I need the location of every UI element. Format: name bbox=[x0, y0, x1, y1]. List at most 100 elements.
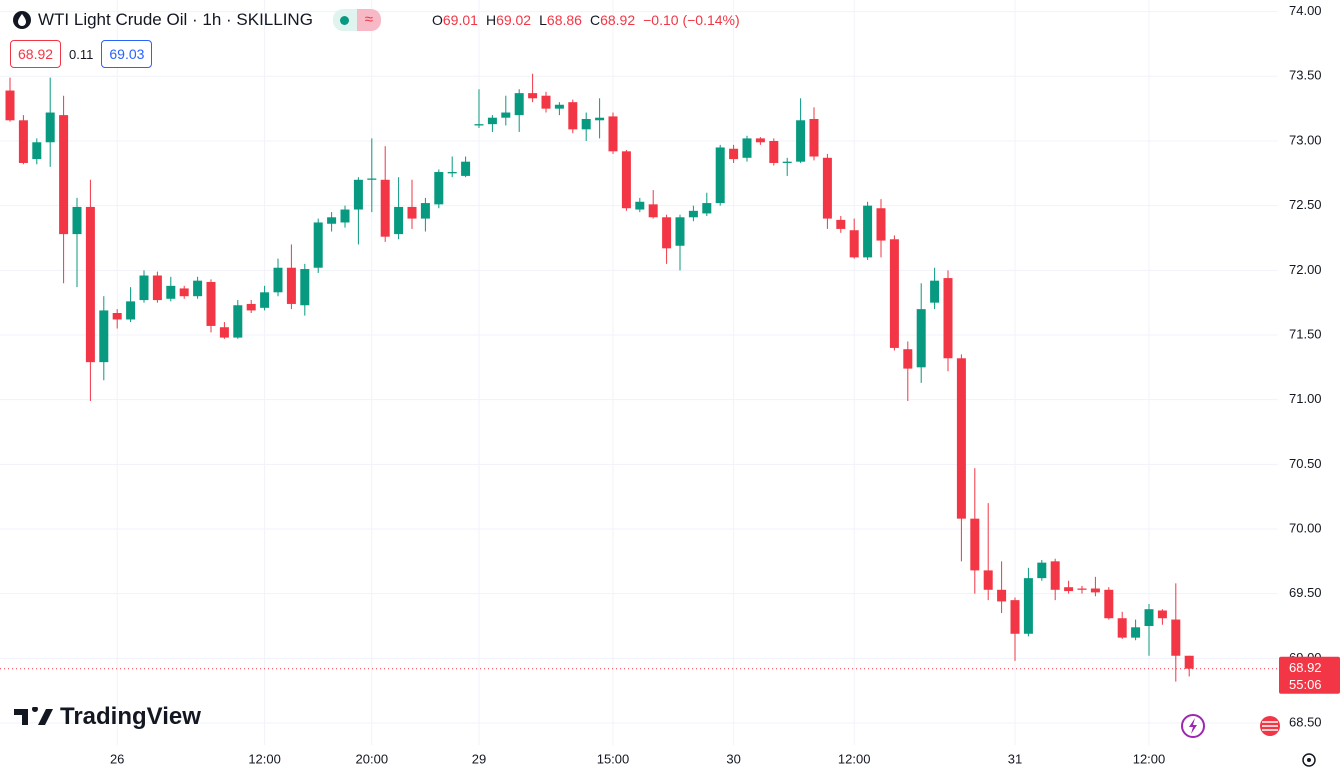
y-tick-label: 72.00 bbox=[1289, 262, 1322, 277]
candle-body bbox=[1184, 655, 1194, 669]
candle-body bbox=[809, 118, 819, 157]
y-tick-label: 71.50 bbox=[1289, 326, 1322, 341]
candle-body bbox=[796, 120, 806, 162]
candle-body bbox=[179, 288, 189, 297]
bid[interactable]: 68.92 bbox=[10, 40, 62, 68]
candle-body bbox=[595, 117, 605, 121]
candle-body bbox=[72, 206, 82, 235]
x-tick-label: 12:00 bbox=[1133, 751, 1166, 766]
ohlc-key: H bbox=[485, 12, 497, 28]
candle-body bbox=[85, 206, 95, 363]
candle-body bbox=[782, 161, 792, 163]
y-tick-label: 72.50 bbox=[1289, 197, 1322, 212]
candle-body bbox=[662, 217, 672, 249]
candle-body bbox=[554, 104, 564, 109]
x-tick-label: 26 bbox=[110, 751, 124, 766]
ohlc-value: 68.86 bbox=[546, 12, 582, 28]
candle-body bbox=[608, 116, 618, 152]
ohlc-value: 69.02 bbox=[496, 12, 532, 28]
x-tick-label: 31 bbox=[1008, 751, 1022, 766]
candle-body bbox=[1077, 588, 1087, 590]
candle-body bbox=[139, 275, 149, 301]
candle-body bbox=[729, 148, 739, 160]
candle-body bbox=[5, 90, 15, 121]
chart-title: WTI Light Crude Oil · 1h · SKILLING bbox=[38, 10, 313, 29]
y-tick-label: 70.50 bbox=[1289, 456, 1322, 471]
ohlc-item: O69.01 bbox=[432, 12, 478, 28]
candle-body bbox=[514, 93, 524, 116]
candle-body bbox=[1023, 578, 1033, 634]
ohlc-key: O bbox=[432, 12, 443, 28]
ohlc-legend: O69.01 H69.02 L68.86 C68.92 −0.10 (−0.14%) bbox=[432, 12, 740, 28]
ohlc-key: L bbox=[539, 12, 547, 28]
candle-body bbox=[18, 120, 28, 163]
candle-body bbox=[702, 203, 712, 214]
candle-body bbox=[970, 518, 980, 571]
candle-body bbox=[313, 222, 323, 268]
symbol-icon bbox=[13, 11, 31, 29]
candle-body bbox=[876, 208, 886, 241]
candle-body bbox=[1090, 588, 1100, 593]
ask[interactable]: 69.03 bbox=[101, 40, 153, 68]
candle-body bbox=[367, 178, 377, 180]
candle-body bbox=[528, 93, 538, 99]
candle-body bbox=[836, 219, 846, 229]
candle-body bbox=[447, 172, 457, 174]
candle-body bbox=[487, 117, 497, 125]
candle-body bbox=[300, 269, 310, 306]
candle-body bbox=[581, 118, 591, 130]
candle-body bbox=[112, 313, 122, 320]
candle-body bbox=[166, 285, 176, 299]
countdown: 55:06 bbox=[1289, 677, 1322, 692]
chart-header: WTI Light Crude Oil · 1h · SKILLING ≈ bbox=[12, 9, 381, 31]
ohlc-item: C68.92 bbox=[590, 12, 635, 28]
candle-body bbox=[32, 142, 42, 160]
y-tick-label: 74.00 bbox=[1289, 3, 1322, 18]
candle-body bbox=[755, 138, 765, 143]
candle-body bbox=[59, 115, 69, 235]
candle-body bbox=[903, 349, 913, 369]
candle-body bbox=[849, 230, 859, 258]
candle-body bbox=[1037, 562, 1047, 579]
x-tick-label: 30 bbox=[726, 751, 740, 766]
candle-body bbox=[956, 358, 966, 519]
status-pill: ≈ bbox=[332, 9, 381, 31]
logo: TradingView bbox=[14, 703, 201, 731]
candle-body bbox=[997, 589, 1007, 602]
candle-body bbox=[474, 124, 484, 126]
candle-body bbox=[621, 151, 631, 209]
candle-body bbox=[407, 206, 417, 219]
candle-body bbox=[340, 209, 350, 223]
candle-body bbox=[219, 327, 229, 338]
ohlc-item: L68.86 bbox=[539, 12, 582, 28]
candle-body bbox=[1144, 609, 1154, 627]
candle-body bbox=[943, 278, 953, 359]
candle-body bbox=[126, 301, 136, 320]
candle-body bbox=[260, 292, 270, 308]
ohlc-item: H69.02 bbox=[486, 12, 531, 28]
last-price-label: 68.92 bbox=[1289, 660, 1322, 675]
candle-body bbox=[635, 201, 645, 210]
spread: 0.11 bbox=[69, 46, 94, 62]
candle-body bbox=[273, 267, 283, 293]
candle-body bbox=[675, 217, 685, 246]
candle-body bbox=[206, 281, 216, 326]
ohlc-change: −0.10 (−0.14%) bbox=[643, 12, 740, 28]
candle-body bbox=[1157, 610, 1167, 619]
candle-body bbox=[916, 309, 926, 368]
x-tick-label: 20:00 bbox=[356, 751, 389, 766]
logo-text: TradingView bbox=[60, 703, 201, 730]
candle-body bbox=[45, 112, 55, 143]
y-tick-label: 71.00 bbox=[1289, 391, 1322, 406]
candle-body bbox=[394, 206, 404, 235]
candle-body bbox=[1131, 627, 1141, 638]
y-tick-label: 69.50 bbox=[1289, 585, 1322, 600]
candle-body bbox=[822, 157, 832, 219]
candle-body bbox=[688, 210, 698, 218]
x-tick-label: 12:00 bbox=[248, 751, 281, 766]
y-tick-label: 68.50 bbox=[1289, 714, 1322, 729]
candle-body bbox=[420, 203, 430, 219]
candle-body bbox=[434, 172, 444, 205]
